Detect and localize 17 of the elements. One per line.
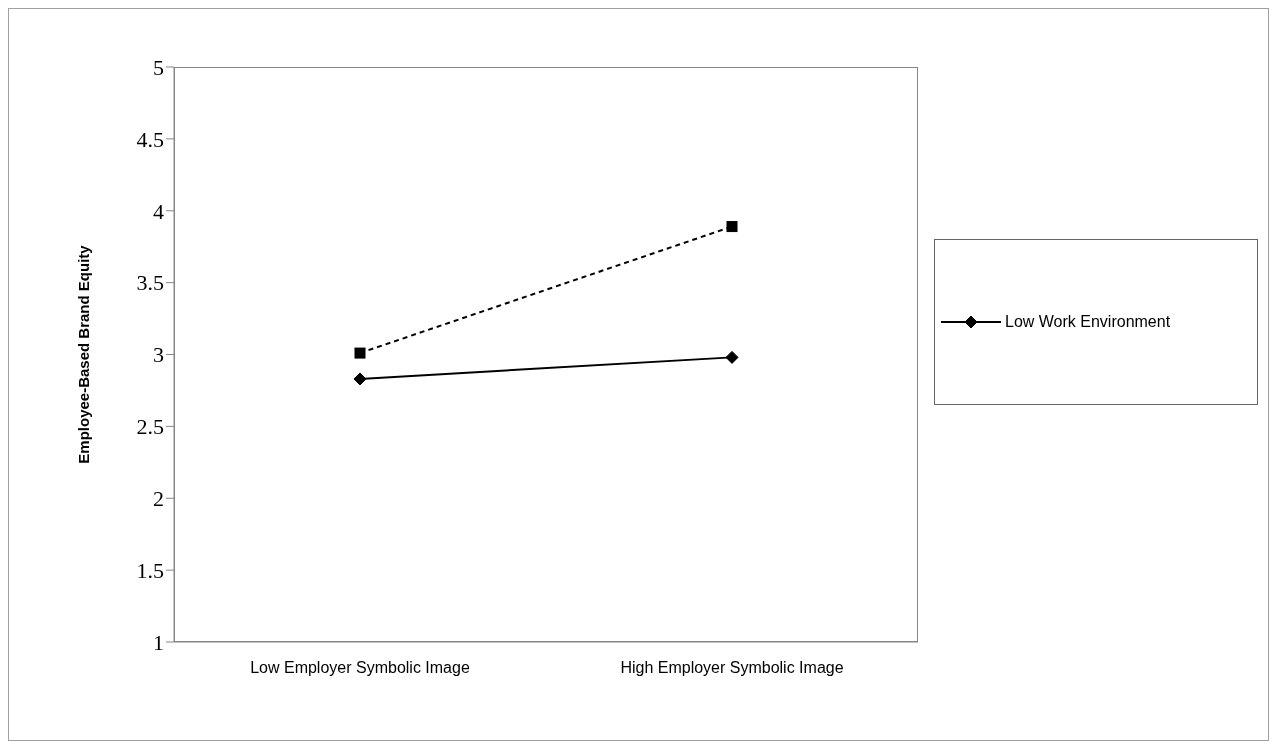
point [726,221,738,233]
legend-label: Low Work Environment [1005,313,1171,331]
y-tick-label: 5 [153,54,164,80]
y-tick-label: 1 [153,629,164,655]
y-tick-label: 2.5 [136,414,164,440]
x-tick-label: High Employer Symbolic Image [620,659,844,677]
y-axis-title: Employee-Based Brand Equity [75,244,93,464]
y-tick-label: 2 [153,486,164,512]
point [725,350,739,364]
y-tick-label: 4.5 [136,126,164,152]
x-tick-label: Low Employer Symbolic Image [250,659,470,677]
point [353,372,367,386]
y-tick-label: 1.5 [136,557,164,583]
y-tick-label: 4 [153,198,164,224]
point [354,347,366,359]
y-tick-label: 3.5 [136,270,164,296]
y-tick-label: 3 [153,342,164,368]
